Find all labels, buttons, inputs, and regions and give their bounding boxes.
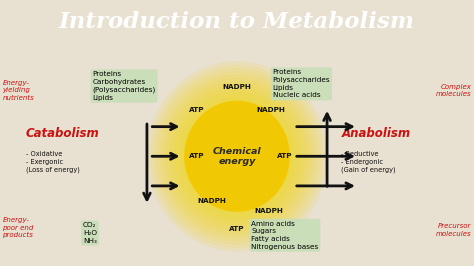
Text: Introduction to Metabolism: Introduction to Metabolism	[59, 11, 415, 33]
Ellipse shape	[175, 92, 299, 221]
Text: Anabolism: Anabolism	[341, 127, 410, 140]
Text: ATP: ATP	[189, 153, 204, 159]
Text: Catabolism: Catabolism	[26, 127, 100, 140]
Text: Energy-
poor end
products: Energy- poor end products	[2, 217, 34, 238]
Text: ATP: ATP	[277, 153, 292, 159]
Text: - Oxidative
- Exergonic
(Loss of energy): - Oxidative - Exergonic (Loss of energy)	[26, 151, 80, 173]
Text: Complex
molecules: Complex molecules	[436, 84, 472, 97]
Text: ATP: ATP	[189, 107, 204, 113]
Ellipse shape	[160, 75, 314, 238]
Ellipse shape	[147, 62, 327, 251]
Text: Proteins
Carbohydrates
(Polysaccharides)
Lipids: Proteins Carbohydrates (Polysaccharides)…	[92, 71, 155, 101]
Text: - Reductive
- Endergonic
(Gain of energy): - Reductive - Endergonic (Gain of energy…	[341, 151, 396, 173]
Text: NADPH: NADPH	[223, 84, 251, 90]
Ellipse shape	[150, 65, 324, 247]
Ellipse shape	[166, 82, 308, 231]
Ellipse shape	[173, 88, 301, 224]
Text: ATP: ATP	[229, 226, 245, 232]
Text: Precursor
molecules: Precursor molecules	[436, 223, 472, 236]
Ellipse shape	[154, 69, 320, 244]
Ellipse shape	[163, 78, 311, 234]
Ellipse shape	[169, 85, 305, 228]
Ellipse shape	[185, 101, 289, 211]
Ellipse shape	[179, 95, 295, 218]
Text: NADPH: NADPH	[257, 107, 285, 113]
Text: CO₂
H₂O
NH₃: CO₂ H₂O NH₃	[83, 222, 97, 244]
Ellipse shape	[157, 72, 317, 241]
Text: NADPH: NADPH	[255, 208, 283, 214]
Text: NADPH: NADPH	[198, 198, 226, 204]
Text: Proteins
Polysaccharides
Lipids
Nucleic acids: Proteins Polysaccharides Lipids Nucleic …	[273, 69, 330, 98]
Text: Energy-
yielding
nutrients: Energy- yielding nutrients	[2, 80, 34, 101]
Text: Amino acids
Sugars
Fatty acids
Nitrogenous bases: Amino acids Sugars Fatty acids Nitrogeno…	[251, 221, 319, 250]
Text: Chemical
energy: Chemical energy	[213, 147, 261, 166]
Ellipse shape	[182, 98, 292, 214]
